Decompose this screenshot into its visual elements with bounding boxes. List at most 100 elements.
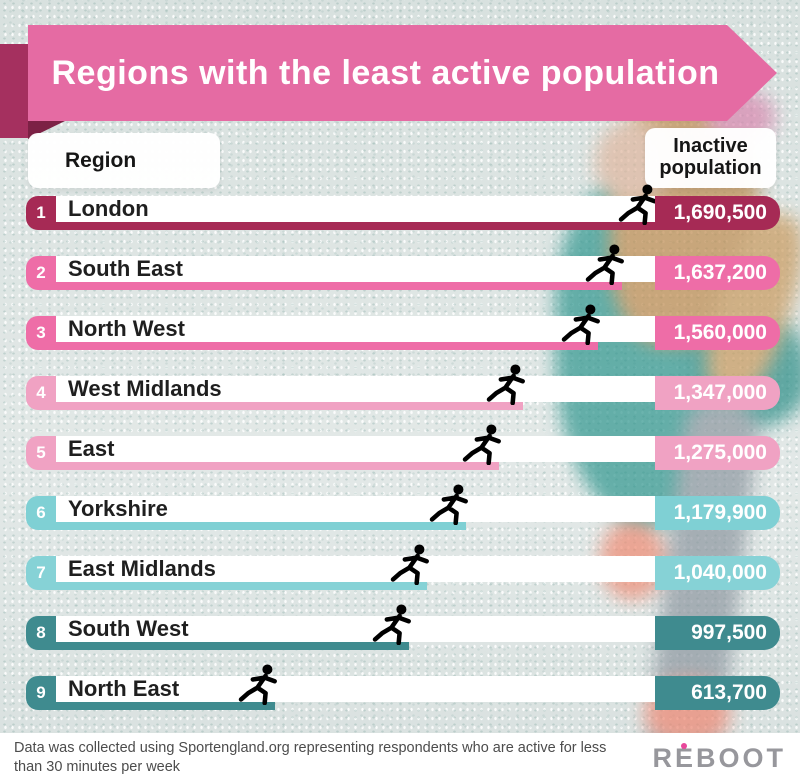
value-badge: 1,275,000: [655, 436, 780, 470]
rank-number: 1: [36, 203, 46, 222]
table-row: 1 London 1,690,500: [26, 184, 780, 230]
table-row: 8 South West 997,500: [26, 604, 780, 650]
bar-track: West Midlands: [56, 364, 655, 410]
bar-fill: [56, 282, 623, 290]
runner-icon: [238, 664, 277, 705]
region-name: Yorkshire: [68, 496, 168, 521]
bar-track: South West: [56, 604, 655, 650]
table-row: 5 East 1,275,000: [26, 424, 780, 470]
table-row: 4 West Midlands 1,347,000: [26, 364, 780, 410]
bar-background: Yorkshire: [56, 496, 655, 522]
reboot-logo-text: REBOOT: [652, 742, 786, 773]
bar-background: East: [56, 436, 655, 462]
reboot-logo: REBOOT: [652, 742, 786, 774]
footer: Data was collected using Sportengland.or…: [0, 733, 800, 783]
value-text: 1,275,000: [673, 441, 767, 464]
rank-badge: 7: [26, 556, 56, 590]
region-name: South West: [68, 616, 189, 641]
bar-fill: [56, 402, 524, 410]
bar-fill: [56, 522, 467, 530]
table-row: 2 South East 1,637,200: [26, 244, 780, 290]
value-text: 997,500: [691, 621, 767, 644]
ribbon-tail: [0, 44, 30, 138]
region-name: North East: [68, 676, 180, 701]
source-note: Data was collected using Sportengland.or…: [14, 739, 606, 777]
region-name: North West: [68, 316, 185, 341]
value-text: 1,040,000: [673, 561, 767, 584]
bar-fill: [56, 462, 500, 470]
runner-icon: [430, 484, 469, 525]
bar-track: East: [56, 424, 655, 470]
bar-track: East Midlands: [56, 544, 655, 590]
rank-number: 5: [36, 443, 46, 462]
rank-badge: 1: [26, 196, 56, 230]
rank-number: 7: [36, 563, 46, 582]
value-text: 1,637,200: [673, 261, 767, 284]
region-column-header: Region: [28, 133, 220, 188]
region-name: East Midlands: [68, 556, 216, 581]
value-badge: 1,690,500: [655, 196, 780, 230]
bar-fill: [56, 702, 275, 710]
region-column-label: Region: [65, 148, 137, 172]
rank-badge: 8: [26, 616, 56, 650]
runner-icon: [585, 244, 624, 285]
bar-background: North East: [56, 676, 655, 702]
rank-number: 6: [36, 503, 46, 522]
bar-background: South West: [56, 616, 655, 642]
bar-background: North West: [56, 316, 655, 342]
source-note-line1: Data was collected using Sportengland.or…: [14, 740, 607, 757]
value-column-label-line1: Inactive: [673, 135, 748, 158]
bar-fill: [56, 642, 410, 650]
rank-number: 2: [36, 263, 46, 282]
bar-fill: [56, 582, 428, 590]
table-row: 3 North West 1,560,000: [26, 304, 780, 350]
region-name: South East: [68, 256, 183, 281]
runner-icon: [618, 184, 657, 225]
value-badge: 613,700: [655, 676, 780, 710]
value-badge: 1,040,000: [655, 556, 780, 590]
runner-icon: [463, 424, 502, 465]
bar-background: West Midlands: [56, 376, 655, 402]
value-badge: 1,179,900: [655, 496, 780, 530]
source-note-line2: than 30 minutes per week: [14, 759, 181, 775]
value-badge: 1,560,000: [655, 316, 780, 350]
bar-track: Yorkshire: [56, 484, 655, 530]
bar-background: East Midlands: [56, 556, 655, 582]
rank-badge: 5: [26, 436, 56, 470]
region-name: London: [68, 196, 149, 221]
table-row: 9 North East 613,700: [26, 664, 780, 710]
runner-icon: [486, 364, 526, 405]
rank-number: 8: [36, 623, 46, 642]
value-text: 1,347,000: [673, 381, 767, 404]
rank-number: 9: [36, 683, 46, 702]
value-badge: 1,637,200: [655, 256, 780, 290]
bar-background: London: [56, 196, 655, 222]
value-text: 613,700: [691, 681, 767, 704]
rank-number: 3: [36, 323, 46, 342]
rank-badge: 4: [26, 376, 56, 410]
bar-track: London: [56, 184, 657, 230]
bar-fill: [56, 222, 655, 230]
title-banner: Regions with the least active population: [28, 25, 777, 121]
bar-track: North East: [56, 664, 655, 710]
runner-icon: [561, 304, 601, 345]
rank-badge: 6: [26, 496, 56, 530]
table-row: 6 Yorkshire 1,179,900: [26, 484, 780, 530]
region-name: East: [68, 436, 115, 461]
rank-number: 4: [36, 383, 46, 402]
page-title: Regions with the least active population: [51, 53, 720, 92]
value-badge: 997,500: [655, 616, 780, 650]
rank-badge: 9: [26, 676, 56, 710]
ranking-rows: 1 London 1,690,500 2 South East 1,637,20…: [26, 184, 780, 736]
inactive-population-column-header: Inactive population: [645, 128, 776, 188]
bar-fill: [56, 342, 599, 350]
value-badge: 1,347,000: [655, 376, 780, 410]
table-row: 7 East Midlands 1,040,000: [26, 544, 780, 590]
bar-track: North West: [56, 304, 655, 350]
value-text: 1,560,000: [673, 321, 767, 344]
value-column-label-line2: population: [659, 157, 762, 179]
rank-badge: 3: [26, 316, 56, 350]
region-name: West Midlands: [68, 376, 222, 401]
rank-badge: 2: [26, 256, 56, 290]
